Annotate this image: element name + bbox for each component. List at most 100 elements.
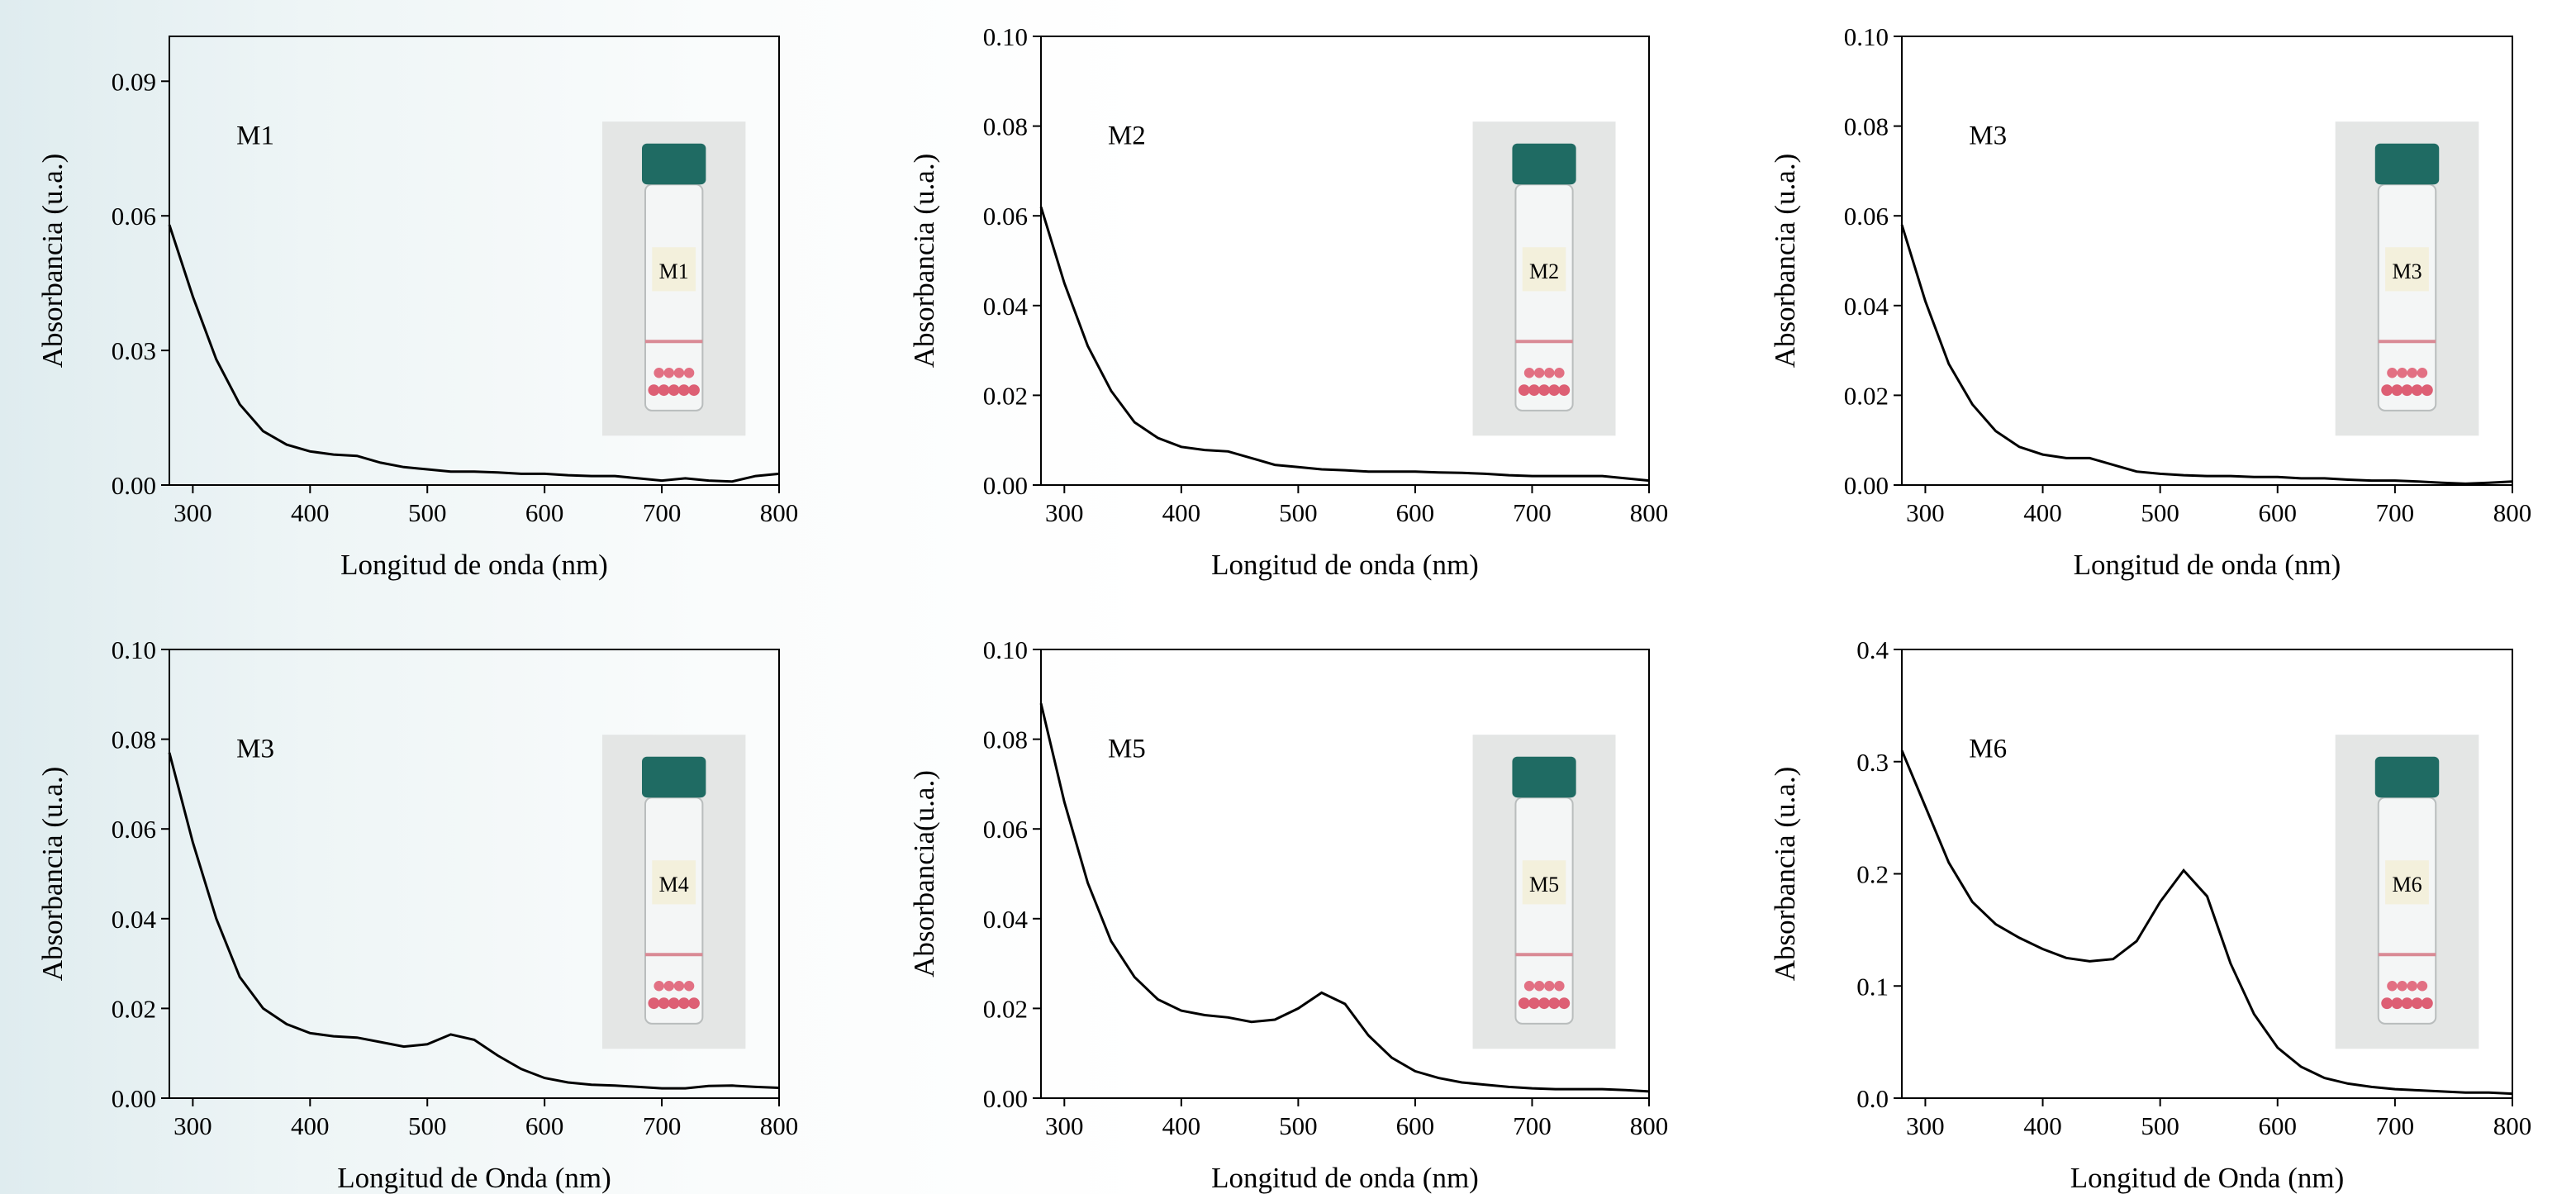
x-tick-label: 600 xyxy=(525,498,564,527)
bead xyxy=(2411,384,2423,397)
x-tick-label: 300 xyxy=(1045,498,1084,527)
x-axis-label: Longitud de onda (nm) xyxy=(1211,549,1479,581)
vial-tag xyxy=(1522,860,1566,905)
y-tick-label: 0.00 xyxy=(983,471,1028,500)
vial-tag xyxy=(652,860,696,905)
vial-label: M6 xyxy=(2392,873,2422,897)
x-tick-label: 500 xyxy=(1279,498,1318,527)
vial-body xyxy=(644,797,704,1025)
x-tick-label: 300 xyxy=(1045,1111,1084,1140)
y-axis-label: Absorbancia (u.a.) xyxy=(36,767,69,981)
plot-frame xyxy=(169,649,780,1099)
y-tick-label: 0.02 xyxy=(1844,381,1889,410)
panel: 0.00 0.02 0.04 0.06 0.08 0.10 300 400 500 600 700 8… xyxy=(36,635,798,1194)
bead xyxy=(654,981,664,992)
y-tick-label: 0.08 xyxy=(1844,112,1889,141)
vial-cap xyxy=(642,756,706,798)
y-tick-label: 0.08 xyxy=(983,112,1028,141)
y-tick-label: 0.03 xyxy=(112,336,156,365)
vial-tag xyxy=(1522,247,1566,292)
y-tick-label: 0.00 xyxy=(112,1084,156,1113)
vial-label: M3 xyxy=(2392,259,2422,283)
y-axis-label: Absorbancia (u.a.) xyxy=(908,154,940,368)
x-tick-label: 400 xyxy=(291,1111,330,1140)
bead xyxy=(1523,368,1535,378)
bead xyxy=(2401,384,2413,397)
y-tick-label: 0.02 xyxy=(983,994,1028,1023)
sample-label: M5 xyxy=(1108,734,1146,763)
x-tick-label: 600 xyxy=(2259,498,2298,527)
vial-tag xyxy=(2385,860,2429,905)
bead xyxy=(648,384,660,397)
x-tick-label: 600 xyxy=(1396,498,1435,527)
bead xyxy=(683,368,695,378)
vial-cap xyxy=(2374,756,2440,798)
x-tick-label: 800 xyxy=(1630,1111,1669,1140)
x-tick-label: 700 xyxy=(1513,1111,1552,1140)
x-tick-label: 500 xyxy=(408,1111,447,1140)
x-tick-label: 600 xyxy=(525,1111,564,1140)
bead xyxy=(1558,384,1571,397)
bead xyxy=(648,997,660,1010)
x-tick-label: 700 xyxy=(1513,498,1552,527)
bead xyxy=(688,997,700,1010)
bead xyxy=(2397,980,2407,992)
bead xyxy=(2421,384,2433,397)
bead xyxy=(663,368,675,378)
bead xyxy=(2387,367,2398,378)
panel: 0.00 0.02 0.04 0.06 0.08 0.10 300 400 500 600 700 8… xyxy=(1769,22,2531,581)
bead xyxy=(663,981,675,992)
vial-body xyxy=(1514,797,1574,1025)
x-tick-label: 800 xyxy=(760,1111,799,1140)
plot-frame xyxy=(1901,36,2513,486)
y-tick-label: 0.02 xyxy=(983,381,1028,410)
x-tick-label: 300 xyxy=(173,498,212,527)
bead xyxy=(658,997,670,1010)
spectrum-line xyxy=(1900,749,2513,1096)
bead xyxy=(1528,384,1540,397)
bead xyxy=(668,997,680,1010)
bead xyxy=(1533,981,1545,992)
bead xyxy=(2407,980,2418,992)
bead xyxy=(1528,997,1540,1010)
y-tick-label: 0.04 xyxy=(983,292,1029,321)
y-tick-label: 0.06 xyxy=(983,202,1028,231)
y-tick-label: 0.04 xyxy=(112,905,157,934)
sample-label: M1 xyxy=(236,121,274,150)
bead xyxy=(1544,368,1555,378)
spectrum-line xyxy=(1039,702,1650,1093)
bead xyxy=(1538,384,1550,397)
bead xyxy=(2381,384,2393,397)
x-tick-label: 400 xyxy=(1162,1111,1201,1140)
y-tick-label: 0.09 xyxy=(112,67,156,96)
bead xyxy=(1518,384,1530,397)
plot-frame xyxy=(1040,649,1650,1099)
bead xyxy=(688,384,700,397)
vial-body xyxy=(1514,183,1574,411)
vial-cap xyxy=(1512,143,1576,185)
vial-cap xyxy=(1512,756,1576,798)
y-axis-label: Absorbancia (u.a.) xyxy=(1769,767,1801,981)
x-tick-label: 800 xyxy=(2493,498,2532,527)
x-tick-label: 500 xyxy=(1279,1111,1318,1140)
x-tick-label: 400 xyxy=(2023,1111,2062,1140)
y-tick-label: 0.2 xyxy=(1856,860,1889,889)
bead xyxy=(658,384,670,397)
spectrum-line xyxy=(168,752,780,1090)
bead xyxy=(2387,980,2398,992)
y-tick-label: 0.10 xyxy=(983,635,1028,664)
y-tick-label: 0.10 xyxy=(112,635,156,664)
vial-cap xyxy=(642,143,706,185)
vial-label: M2 xyxy=(1529,259,1559,283)
y-axis-label: Absorbancia (u.a.) xyxy=(1769,154,1801,368)
bead xyxy=(2391,384,2403,397)
x-tick-label: 500 xyxy=(408,498,447,527)
plot-frame xyxy=(1040,36,1650,486)
vial-label: M4 xyxy=(659,873,689,897)
panel: 0.00 0.02 0.04 0.06 0.08 0.10 300 400 500 600 700 8… xyxy=(908,22,1668,581)
bead xyxy=(673,368,685,378)
sample-label: M3 xyxy=(1969,121,2007,150)
bead xyxy=(683,981,695,992)
